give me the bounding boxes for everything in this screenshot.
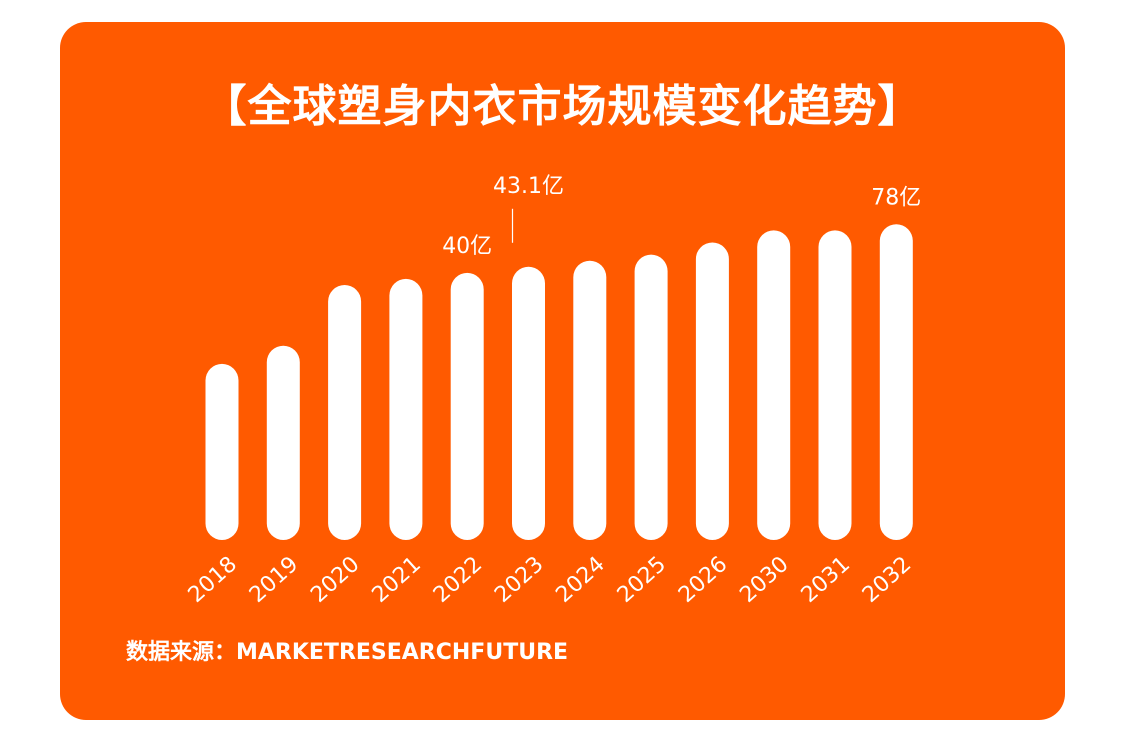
x-tick-label-2032: 2032 <box>858 552 916 608</box>
x-tick-label-2020: 2020 <box>306 552 364 608</box>
x-tick-label-2019: 2019 <box>245 552 303 608</box>
bar-2026 <box>695 242 729 540</box>
bar-2019 <box>266 345 300 540</box>
bar-2018 <box>205 363 239 540</box>
bar-2021 <box>389 278 423 540</box>
x-tick-label-2031: 2031 <box>797 552 855 608</box>
bar-2025 <box>634 254 668 540</box>
data-label-2032: 78亿 <box>871 185 921 210</box>
bar-2023 <box>512 266 545 540</box>
data-label-2023: 43.1亿 <box>493 174 564 199</box>
x-tick-label-2021: 2021 <box>368 552 426 608</box>
bar-2031 <box>818 230 852 540</box>
x-tick-label-2022: 2022 <box>429 552 487 608</box>
x-tick-label-2024: 2024 <box>551 552 609 608</box>
x-tick-label-2025: 2025 <box>613 552 671 608</box>
bar-2024 <box>573 260 607 540</box>
x-tick-label-2030: 2030 <box>735 552 793 608</box>
data-label-2022: 40亿 <box>442 234 492 259</box>
x-tick-label-2018: 2018 <box>184 552 242 608</box>
bar-2030 <box>757 230 791 540</box>
data-source-note: 数据来源：MARKETRESEARCHFUTURE <box>126 640 569 665</box>
chart-title: 【全球塑身内衣市场规模变化趋势】 <box>202 81 923 132</box>
x-tick-label-2026: 2026 <box>674 552 732 608</box>
bar-2022 <box>450 272 484 540</box>
bar-2032 <box>879 224 913 541</box>
x-tick-label-2023: 2023 <box>490 552 548 608</box>
bar-2020 <box>328 285 362 540</box>
